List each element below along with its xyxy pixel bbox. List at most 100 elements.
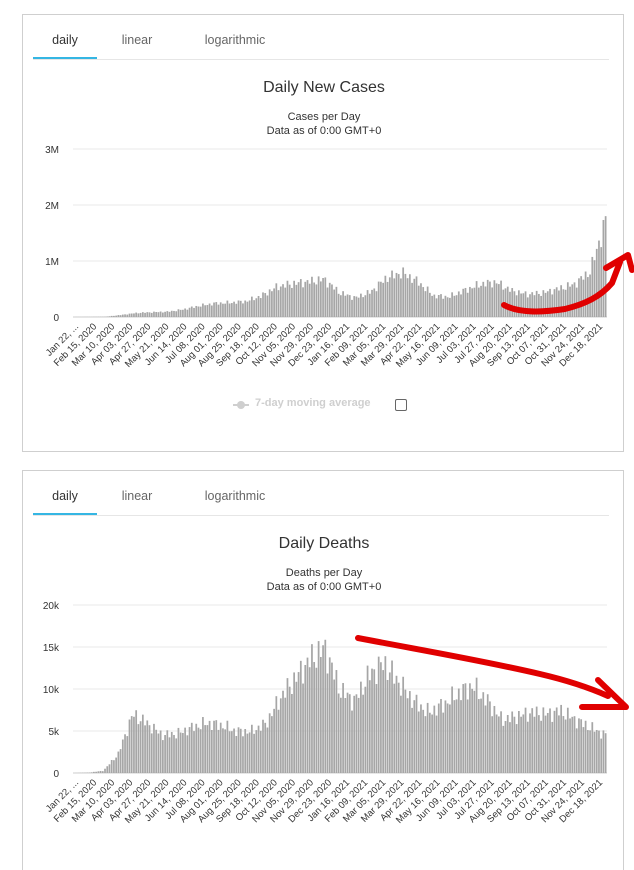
chart-title: Daily New Cases — [263, 79, 385, 96]
bar — [129, 720, 131, 773]
bar — [353, 696, 355, 773]
bar — [142, 715, 144, 773]
bar — [227, 721, 229, 773]
bar — [218, 305, 220, 317]
bar — [289, 285, 291, 317]
bar — [109, 764, 111, 773]
bar — [282, 284, 284, 317]
bar — [191, 307, 193, 317]
bar — [113, 760, 115, 773]
bar — [155, 312, 157, 317]
bar — [278, 290, 280, 317]
bar — [269, 713, 271, 773]
bar — [258, 726, 260, 773]
bar — [138, 724, 140, 773]
bar — [358, 698, 360, 773]
bar — [551, 722, 553, 773]
legend-checkbox[interactable] — [395, 399, 407, 411]
bar — [184, 728, 186, 773]
bar — [318, 641, 320, 773]
bar — [603, 730, 605, 773]
bar — [516, 724, 518, 773]
bar — [351, 711, 353, 773]
bar — [531, 292, 533, 317]
bar — [135, 710, 137, 773]
bar — [331, 663, 333, 773]
y-tick-label: 10k — [43, 685, 60, 696]
bar — [531, 708, 533, 773]
y-tick-label: 0 — [53, 313, 59, 324]
bar — [313, 283, 315, 318]
bar — [569, 718, 571, 773]
bar — [200, 307, 202, 317]
legend-7day-moving-average[interactable]: 7-day moving average — [231, 395, 431, 415]
bar — [373, 288, 375, 317]
bar — [213, 303, 215, 317]
bar — [433, 706, 435, 773]
bar — [349, 295, 351, 317]
bar — [574, 716, 576, 773]
bar — [164, 312, 166, 317]
bar — [462, 289, 464, 317]
bar — [296, 682, 298, 773]
bar — [231, 303, 233, 317]
bar — [373, 669, 375, 773]
bar — [140, 721, 142, 773]
bar — [111, 760, 113, 773]
bar — [144, 313, 146, 317]
bar — [162, 740, 164, 773]
bar — [460, 294, 462, 317]
bar — [565, 290, 567, 317]
bar — [371, 290, 373, 317]
bar — [460, 700, 462, 773]
bar — [164, 735, 166, 773]
bar — [333, 290, 335, 317]
bar — [496, 714, 498, 773]
bar — [273, 709, 275, 773]
bar — [462, 684, 464, 773]
bar — [411, 708, 413, 773]
bar — [436, 716, 438, 773]
bar — [487, 280, 489, 317]
bar — [509, 292, 511, 317]
bar — [242, 736, 244, 773]
bar — [603, 220, 605, 317]
bar — [264, 293, 266, 317]
y-tick-label: 5k — [48, 727, 60, 738]
bar — [438, 295, 440, 317]
bar — [255, 730, 257, 773]
bar — [347, 294, 349, 317]
bar — [298, 672, 300, 773]
bar — [485, 706, 487, 773]
bar — [518, 290, 520, 317]
bar — [222, 728, 224, 773]
bar — [118, 752, 120, 773]
bar — [393, 684, 395, 773]
bar — [224, 304, 226, 317]
bar — [342, 291, 344, 317]
bar — [287, 678, 289, 773]
bar — [396, 676, 398, 773]
bar — [336, 670, 338, 773]
bar — [93, 772, 95, 773]
bar — [178, 728, 180, 773]
bar — [471, 288, 473, 317]
bar — [380, 282, 382, 317]
bar — [240, 729, 242, 773]
bar — [391, 661, 393, 773]
bar — [151, 733, 153, 773]
bar — [264, 723, 266, 773]
bar — [282, 691, 284, 773]
bar — [496, 283, 498, 317]
bar — [278, 710, 280, 773]
bar — [186, 310, 188, 317]
bar — [255, 298, 257, 317]
bar — [398, 274, 400, 317]
bar — [195, 306, 197, 317]
bar — [262, 292, 264, 317]
bar — [106, 766, 108, 773]
bar — [138, 313, 140, 317]
bar — [565, 720, 567, 773]
bar — [362, 297, 364, 317]
bar — [358, 298, 360, 317]
